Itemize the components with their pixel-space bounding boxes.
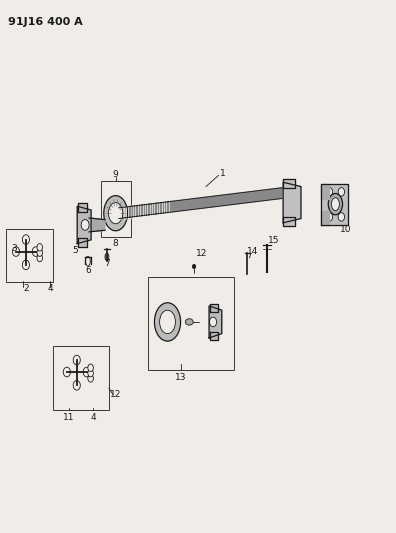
Ellipse shape [192, 264, 196, 269]
Polygon shape [209, 306, 222, 338]
Text: 12: 12 [110, 390, 122, 399]
Ellipse shape [338, 188, 345, 196]
Polygon shape [210, 332, 218, 340]
Ellipse shape [73, 381, 80, 390]
Ellipse shape [326, 213, 333, 221]
Text: 8: 8 [113, 239, 118, 248]
Ellipse shape [22, 235, 29, 245]
Ellipse shape [37, 249, 42, 256]
Ellipse shape [331, 198, 339, 211]
Ellipse shape [37, 244, 42, 251]
Text: 1: 1 [220, 169, 225, 177]
Polygon shape [321, 211, 329, 225]
Ellipse shape [88, 364, 93, 372]
Polygon shape [210, 304, 218, 312]
Ellipse shape [37, 254, 42, 262]
Ellipse shape [109, 203, 123, 224]
Text: 4: 4 [91, 413, 96, 422]
Polygon shape [321, 184, 348, 225]
Polygon shape [77, 206, 91, 244]
Bar [53, 346, 109, 410]
Ellipse shape [288, 196, 298, 209]
Text: 3: 3 [12, 245, 17, 253]
Ellipse shape [32, 247, 39, 256]
Text: 9: 9 [113, 170, 118, 179]
Polygon shape [119, 188, 283, 219]
Bar [148, 277, 234, 370]
Ellipse shape [154, 303, 181, 341]
Ellipse shape [104, 196, 128, 231]
Polygon shape [78, 203, 87, 212]
Ellipse shape [209, 317, 217, 327]
Polygon shape [283, 182, 301, 223]
Text: 14: 14 [247, 247, 258, 256]
Ellipse shape [290, 199, 296, 206]
Polygon shape [321, 184, 329, 199]
Polygon shape [89, 218, 105, 232]
Text: 4: 4 [48, 285, 53, 293]
Ellipse shape [105, 253, 109, 261]
Text: 7: 7 [104, 260, 110, 268]
Text: 91J16 400 A: 91J16 400 A [8, 17, 83, 27]
Ellipse shape [338, 213, 345, 221]
Bar [101, 181, 131, 237]
Bar [6, 229, 53, 282]
Text: 15: 15 [267, 237, 279, 245]
Text: 13: 13 [175, 373, 187, 382]
Text: 6: 6 [85, 266, 91, 274]
Text: 2: 2 [23, 285, 29, 293]
Text: 10: 10 [339, 225, 351, 233]
Ellipse shape [88, 375, 93, 382]
Ellipse shape [63, 367, 70, 377]
Polygon shape [78, 238, 87, 247]
Ellipse shape [73, 355, 80, 365]
Text: 5: 5 [72, 246, 78, 255]
Polygon shape [283, 217, 295, 226]
Text: 11: 11 [63, 413, 75, 422]
Ellipse shape [81, 220, 89, 230]
Ellipse shape [160, 310, 175, 334]
Ellipse shape [88, 369, 93, 377]
Ellipse shape [83, 367, 90, 377]
Ellipse shape [185, 319, 193, 325]
Ellipse shape [328, 193, 343, 215]
Ellipse shape [12, 247, 19, 256]
Text: 12: 12 [196, 249, 207, 257]
Ellipse shape [326, 188, 333, 196]
Polygon shape [283, 179, 295, 188]
Ellipse shape [22, 260, 29, 270]
